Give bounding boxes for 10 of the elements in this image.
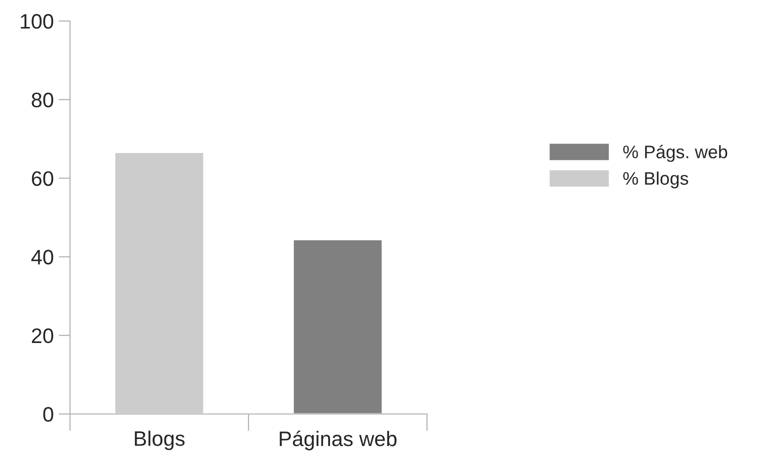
legend-label: % Págs. web xyxy=(623,144,728,162)
y-tick-label: 100 xyxy=(20,14,54,29)
y-tick-label: 40 xyxy=(31,250,54,265)
y-tick-label: 0 xyxy=(43,407,54,422)
x-tick-label: Páginas web xyxy=(280,430,397,450)
y-tick-label: 60 xyxy=(32,171,54,186)
x-tick-label: Blogs xyxy=(134,430,185,450)
legend-label: % Blogs xyxy=(623,172,688,188)
y-tick-label: 20 xyxy=(32,328,54,344)
y-tick-label: 80 xyxy=(32,92,54,108)
